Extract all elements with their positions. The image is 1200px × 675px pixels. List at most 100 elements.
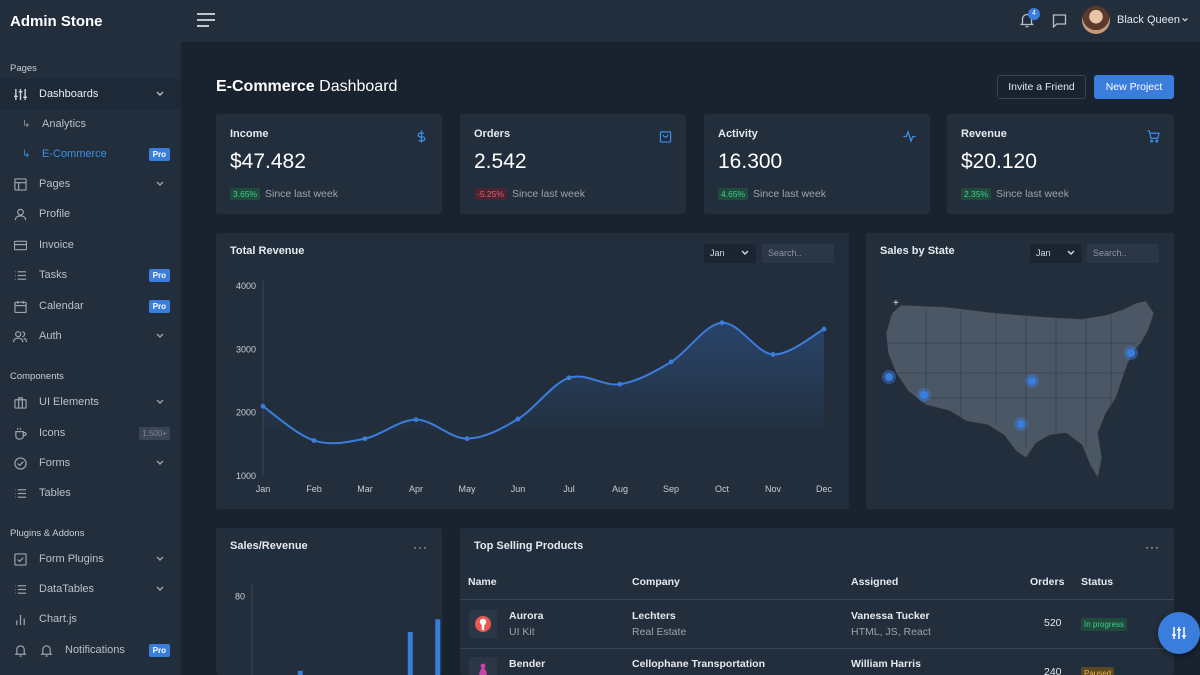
bell-icon xyxy=(13,643,27,657)
list-icon xyxy=(13,582,27,596)
sales-bar xyxy=(407,631,413,675)
select-value: Jan xyxy=(1036,248,1051,258)
sidebar-item-label: Chart.js xyxy=(39,613,77,625)
stat-title: Orders xyxy=(474,128,511,140)
card-title: Top Selling Products xyxy=(474,540,584,552)
sidebar-item-icons[interactable]: Icons 1.500+ xyxy=(0,418,181,448)
y-tick-label: 2000 xyxy=(236,408,256,418)
month-select[interactable]: Jan xyxy=(1030,244,1082,263)
messages-icon[interactable] xyxy=(1052,13,1067,28)
search-input[interactable]: Search.. xyxy=(1087,244,1159,263)
sidebar-item-tasks[interactable]: Tasks Pro xyxy=(0,260,181,290)
sidebar-item-datatables[interactable]: DataTables xyxy=(0,574,181,604)
column-header-orders[interactable]: Orders xyxy=(1030,576,1065,588)
sidebar-item-chartjs[interactable]: Chart.js xyxy=(0,604,181,634)
sidebar-item-ecommerce[interactable]: ↳ E-Commerce Pro xyxy=(0,139,181,169)
pro-badge: Pro xyxy=(148,644,170,657)
x-tick-label: Feb xyxy=(306,484,322,494)
column-header-assigned[interactable]: Assigned xyxy=(851,576,899,588)
users-icon xyxy=(13,329,27,343)
dollar-icon xyxy=(417,130,426,143)
sidebar-item-label: Notifications xyxy=(65,644,125,656)
sidebar-item-label: DataTables xyxy=(39,583,95,595)
column-header-status[interactable]: Status xyxy=(1081,576,1114,588)
stat-card-revenue: Revenue $20.120 2.35% Since last week xyxy=(947,114,1174,214)
company-name: Cellophane Transportation xyxy=(632,658,766,670)
x-tick-label: Dec xyxy=(816,484,833,494)
table-row[interactable]: Bender Cellophane Transportation William… xyxy=(460,649,1174,675)
card-title: Sales/Revenue xyxy=(230,540,308,552)
sidebar-item-auth[interactable]: Auth xyxy=(0,321,181,351)
chevron-down-icon[interactable] xyxy=(1181,16,1189,24)
stat-since-text: Since last week xyxy=(753,188,826,200)
sidebar-item-calendar[interactable]: Calendar Pro xyxy=(0,291,181,321)
sidebar-item-dashboards[interactable]: Dashboards xyxy=(0,79,181,109)
x-tick-label: Aug xyxy=(612,484,628,494)
card-title: Sales by State xyxy=(880,245,955,257)
sidebar-item-notifications[interactable]: Notifications Pro xyxy=(0,635,181,665)
sidebar-item-pages[interactable]: Pages xyxy=(0,169,181,199)
sidebar-item-forms[interactable]: Forms xyxy=(0,448,181,478)
y-tick-label: 3000 xyxy=(236,344,256,354)
avatar[interactable] xyxy=(1082,6,1110,34)
x-tick-label: Oct xyxy=(715,484,730,494)
product-logo-bender xyxy=(469,657,497,675)
sidebar-item-analytics[interactable]: ↳ Analytics xyxy=(0,109,181,139)
select-value: Jan xyxy=(710,248,725,258)
revenue-point xyxy=(362,436,368,442)
sidebar-item-label: Tasks xyxy=(39,269,68,281)
table-row[interactable]: Aurora UI Kit Lechters Real Estate Vanes… xyxy=(460,600,1174,648)
more-options-icon[interactable]: ··· xyxy=(1145,540,1160,554)
assigned-name: Vanessa Tucker xyxy=(851,610,930,622)
card-title: Total Revenue xyxy=(230,245,305,257)
sidebar-item-label: UI Elements xyxy=(39,396,99,408)
sales-bar-chart: 80 xyxy=(235,583,441,675)
product-name: Bender xyxy=(509,658,546,670)
chevron-down-icon xyxy=(156,181,164,186)
sidebar-item-invoice[interactable]: Invoice xyxy=(0,230,181,260)
sidebar-item-tables[interactable]: Tables xyxy=(0,478,181,508)
x-tick-label: Sep xyxy=(663,484,679,494)
stat-value: 16.300 xyxy=(718,150,783,173)
sidebar-item-profile[interactable]: Profile xyxy=(0,199,181,229)
search-input[interactable]: Search.. xyxy=(762,244,834,263)
stat-change-badge: 3.65% xyxy=(230,188,261,200)
revenue-point xyxy=(719,320,725,326)
sidebar-item-ui-elements[interactable]: UI Elements xyxy=(0,387,181,417)
sidebar-item-label: Auth xyxy=(39,330,62,342)
page-title: E-Commerce Dashboard xyxy=(216,78,397,96)
stat-value: 2.542 xyxy=(474,150,527,173)
list-icon xyxy=(13,486,27,500)
revenue-point xyxy=(515,416,521,422)
pro-badge: Pro xyxy=(148,148,170,161)
month-select[interactable]: Jan xyxy=(704,244,756,263)
status-badge: Paused xyxy=(1081,667,1115,675)
sidebar-item-label: Pages xyxy=(39,178,71,190)
status-badge: In progress xyxy=(1081,618,1128,631)
stat-title: Income xyxy=(230,128,269,140)
revenue-point xyxy=(311,438,317,443)
settings-fab-button[interactable] xyxy=(1158,612,1200,654)
hamburger-menu-icon[interactable] xyxy=(197,13,215,27)
sidebar-item-form-plugins[interactable]: Form Plugins xyxy=(0,544,181,574)
revenue-point xyxy=(617,381,623,387)
more-options-icon[interactable]: ··· xyxy=(413,540,428,554)
company-type: Real Estate xyxy=(632,626,687,638)
column-header-company[interactable]: Company xyxy=(632,576,680,588)
x-tick-label: Apr xyxy=(409,484,423,494)
user-name[interactable]: Black Queen xyxy=(1117,14,1180,26)
coffee-icon xyxy=(13,426,27,440)
x-tick-label: Mar xyxy=(357,484,373,494)
map-zoom-in-button[interactable]: + xyxy=(893,298,899,309)
layout-icon xyxy=(13,177,27,191)
invite-friend-button[interactable]: Invite a Friend xyxy=(997,75,1086,99)
total-revenue-card: Total Revenue Jan Search.. 1000 2000 3000 4… xyxy=(216,233,849,509)
new-project-button[interactable]: New Project xyxy=(1094,75,1174,99)
column-header-name[interactable]: Name xyxy=(468,576,497,588)
bell-icon xyxy=(39,643,53,657)
page-title-rest: Dashboard xyxy=(314,78,398,95)
x-tick-label: Jan xyxy=(256,484,271,494)
brand-logo[interactable]: Admin Stone xyxy=(10,13,103,30)
row-divider xyxy=(460,648,1174,649)
sidebar-item-label: Icons xyxy=(39,427,66,439)
